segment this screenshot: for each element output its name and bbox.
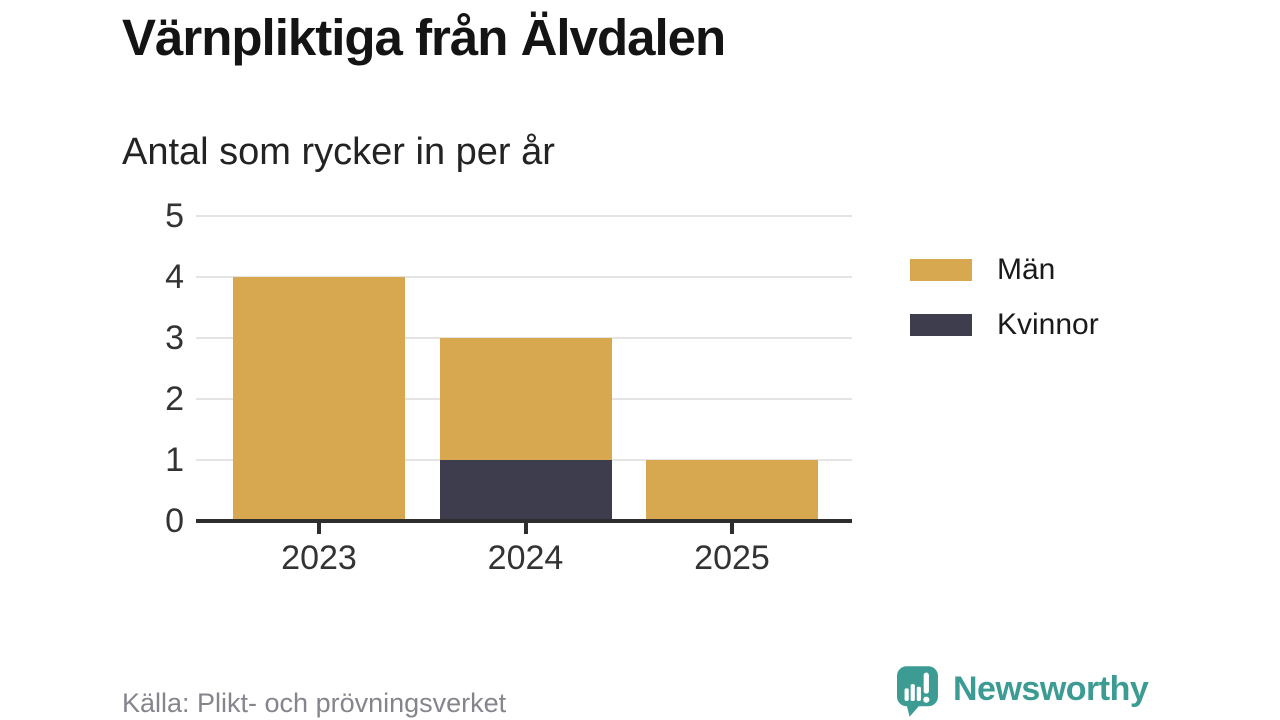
brand-lockup: Newsworthy — [897, 666, 1149, 717]
y-axis-label-1: 1 — [165, 441, 184, 479]
legend-label-men: Män — [997, 253, 1056, 286]
bar-segment-Kvinnor-2024 — [440, 460, 612, 523]
x-axis-label-2024: 2024 — [487, 539, 564, 577]
legend-item-men: Män — [910, 253, 1099, 287]
legend-swatch-men — [910, 259, 972, 281]
legend-label-women: Kvinnor — [997, 308, 1099, 341]
x-axis-label-2023: 2023 — [281, 539, 357, 577]
legend-item-women: Kvinnor — [910, 308, 1099, 342]
x-axis-tick-2025 — [730, 523, 734, 534]
bar-segment-Män-2025 — [646, 460, 818, 523]
y-axis-label-2: 2 — [165, 380, 184, 418]
legend-swatch-women — [910, 314, 972, 336]
bar-segment-Män-2024 — [440, 338, 612, 460]
chart-subtitle: Antal som rycker in per år — [122, 131, 555, 173]
page-title: Värnpliktiga från Älvdalen — [122, 9, 726, 66]
y-axis-label-0: 0 — [165, 502, 184, 540]
bar-segment-Män-2023 — [233, 277, 405, 523]
x-axis-tick-2023 — [317, 523, 321, 534]
x-axis-label-2025: 2025 — [694, 539, 770, 577]
brand-name: Newsworthy — [953, 670, 1149, 708]
chart-legend: Män Kvinnor — [910, 253, 1099, 363]
newsworthy-logo-icon — [897, 666, 938, 717]
source-note: Källa: Plikt- och prövningsverket — [122, 688, 507, 718]
x-axis-line — [196, 519, 852, 523]
y-axis-label-4: 4 — [165, 258, 184, 296]
y-axis-label-3: 3 — [165, 319, 184, 357]
gridline-y5 — [196, 215, 852, 217]
y-axis-label-5: 5 — [165, 197, 184, 235]
x-axis-tick-2024 — [523, 523, 528, 534]
gridline-y4 — [196, 276, 852, 278]
